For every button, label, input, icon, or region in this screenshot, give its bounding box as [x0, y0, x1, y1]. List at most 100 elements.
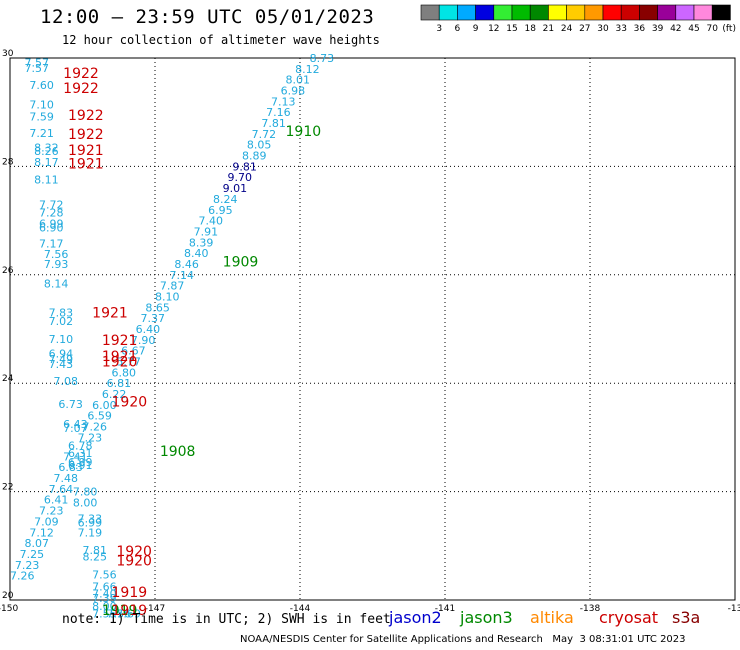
credit-line: NOAA/NESDIS Center for Satellite Applica… — [240, 634, 686, 645]
wave-height-value: 7.14 — [170, 269, 195, 282]
wave-height-value: 6.00 — [92, 399, 117, 412]
wave-height-value: 7.81 — [261, 117, 286, 130]
legend-swatch — [602, 4, 622, 21]
axis-tick-labels: -150 -147 -144 -141 -138 -13 30 28 26 24 22 20 — [0, 49, 740, 614]
legend-unit: (ft) — [722, 24, 736, 34]
wave-height-value: 7.59 — [29, 111, 54, 124]
wave-height-value: 7.91 — [194, 225, 219, 238]
pass-number-label: 1920 — [112, 395, 148, 411]
lat-tick-label: 24 — [2, 374, 14, 384]
pass-number-label: 1922 — [68, 127, 104, 143]
wave-height-value: 7.81 — [83, 544, 108, 557]
wave-height-value: 7.10 — [49, 333, 74, 346]
wave-height-value: 6.98 — [281, 85, 306, 98]
wave-height-value: 7.56 — [107, 608, 131, 621]
wave-height-value: 7.16 — [266, 106, 291, 119]
legend-label: 15 — [506, 24, 517, 34]
wave-height-value: 7.09 — [34, 515, 59, 528]
wave-height-value: 8.24 — [213, 193, 238, 206]
pass-number-label: 1921 — [68, 143, 104, 159]
wave-height-value: 5.77 — [116, 356, 141, 369]
wave-height-value: 7.23 — [39, 505, 64, 518]
wave-height-value: 8.10 — [155, 290, 180, 303]
wave-height-value: 8.00 — [92, 600, 117, 613]
wave-height-value: 7.26 — [83, 421, 108, 434]
legend-swatch — [675, 4, 695, 21]
wave-height-value: 8.12 — [295, 63, 320, 76]
wave-height-value: 6.91 — [68, 459, 93, 472]
legend-label: 3 — [436, 24, 442, 34]
wave-height-value: 7.13 — [271, 95, 296, 108]
wave-height-value: 7.56 — [44, 248, 68, 261]
map-frame — [9, 57, 736, 601]
pass-number-label: 1910 — [286, 124, 322, 140]
legend-label: 24 — [561, 24, 573, 34]
wave-height-value: 8.14 — [44, 277, 68, 290]
legend-label: 70 — [706, 24, 718, 34]
pass-number-label: 1921 — [92, 306, 128, 322]
legend-swatch — [475, 4, 495, 21]
wave-height-value: 7.26 — [10, 570, 35, 583]
pass-number-label: 1920 — [116, 544, 152, 560]
pass-number-label: 1919 — [112, 603, 148, 619]
wave-height-value: 6.94 — [49, 347, 74, 360]
legend-label: 27 — [579, 24, 590, 34]
wave-height-value: 7.02 — [49, 315, 74, 328]
wave-height-value: 7.72 — [252, 128, 277, 141]
pass-number-label: 1920 — [116, 553, 152, 569]
legend-swatch — [493, 4, 513, 21]
wave-height-value: 7.80 — [73, 486, 98, 499]
wave-height-value: 8.07 — [25, 537, 50, 550]
wave-height-value: 9.81 — [232, 160, 256, 173]
wave-height-value: 6.90 — [39, 222, 64, 235]
lon-tick-label: -141 — [435, 604, 455, 614]
wave-height-value: 6.43 — [63, 418, 88, 431]
map-subtitle: 12 hour collection of altimeter wave hei… — [62, 33, 380, 47]
legend-swatch — [657, 4, 677, 21]
lon-tick-label: -138 — [580, 604, 601, 614]
pass-number-label: 1922 — [63, 81, 99, 97]
wave-height-value: 8.65 — [145, 301, 170, 314]
legend-label: 36 — [634, 24, 646, 34]
legend-label: 45 — [688, 24, 699, 34]
wave-height-value: 7.55 — [92, 608, 117, 621]
wave-height-value: 7.41 — [63, 450, 88, 463]
wave-height-value: 9.70 — [228, 171, 253, 184]
wave-height-value: 6.40 — [136, 323, 161, 336]
wave-height-value: 8.11 — [34, 173, 59, 186]
wave-height-value: 7.66 — [92, 580, 117, 593]
wave-height-value: 7.57 — [25, 56, 50, 69]
wave-height-value: 6.83 — [58, 461, 82, 474]
wave-height-value: 7.60 — [29, 79, 54, 92]
wave-height-value: 6.59 — [87, 410, 112, 423]
wave-height-value: 9.01 — [223, 182, 248, 195]
wave-height-value: 7.69 — [116, 608, 141, 621]
wave-height-value: 7.64 — [49, 483, 74, 496]
legend-swatch — [620, 4, 640, 21]
pass-number-label: 1909 — [223, 254, 259, 270]
credit-text: NOAA/NESDIS Center for Satellite Applica… — [240, 634, 543, 645]
wave-height-value: 7.23 — [15, 559, 40, 572]
wave-height-value: 6.73 — [58, 398, 82, 411]
pass-number-label: 1919 — [112, 585, 148, 601]
wave-height-value: 6.95 — [208, 204, 233, 217]
wave-height-value: 8.00 — [73, 496, 98, 509]
pass-number-label: 1908 — [160, 444, 196, 460]
wave-height-value: 8.05 — [247, 139, 271, 152]
legend-label: 33 — [615, 24, 626, 34]
wave-height-value: 7.40 — [92, 587, 117, 600]
wave-height-value: 7.17 — [39, 237, 64, 250]
wave-height-value: 6.67 — [121, 345, 145, 358]
map-title: 12:00 – 23:59 UTC 05/01/2023 — [40, 6, 375, 28]
pass-number-label: 1921 — [102, 349, 138, 365]
satellite-label-jason3: jason3 — [460, 608, 513, 627]
legend-label: 39 — [652, 24, 664, 34]
wave-height-value: 7.10 — [29, 99, 54, 112]
color-legend: 3 6 9 12 15 18 21 24 27 30 33 36 39 42 45 70 (ft) — [420, 4, 736, 34]
pass-number-label: 1922 — [68, 108, 104, 124]
satellite-label-s3a: s3a — [672, 608, 701, 627]
wave-height-value: 7.40 — [199, 215, 224, 228]
wave-height-value: 6.81 — [107, 377, 131, 390]
lat-tick-label: 20 — [2, 591, 14, 601]
